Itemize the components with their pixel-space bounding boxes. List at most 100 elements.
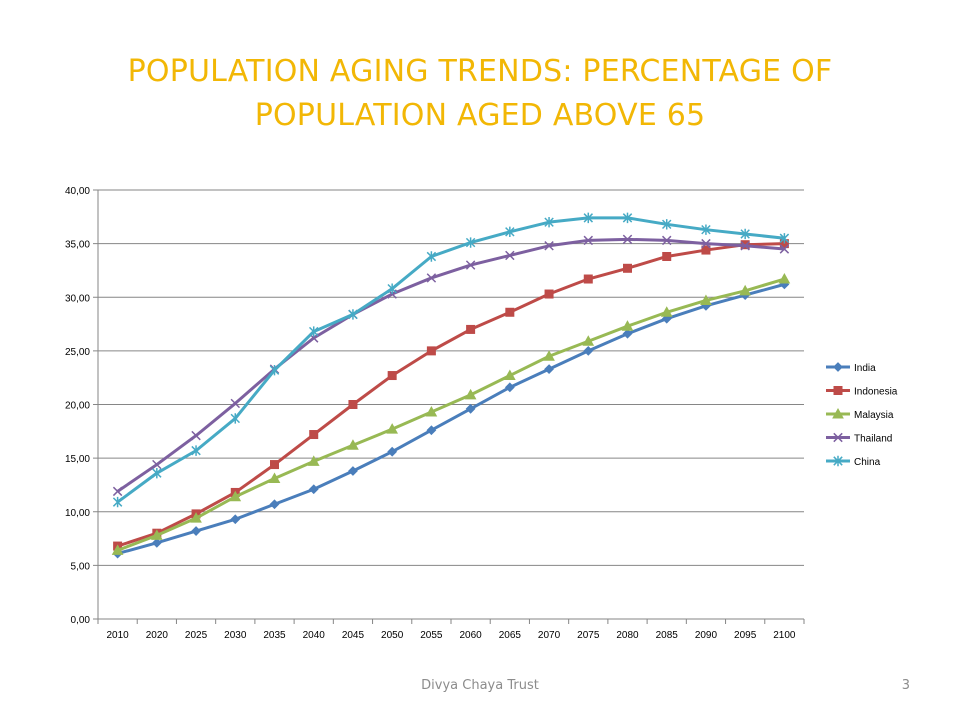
series-thailand (112, 234, 790, 497)
x-tick-label: 2055 (420, 630, 443, 641)
data-point (112, 496, 123, 508)
data-point (505, 226, 515, 238)
legend-item-thailand: Thailand (826, 432, 892, 445)
slide-title: POPULATION AGING TRENDS: PERCENTAGE OF P… (127, 54, 833, 133)
legend-item-china: China (826, 455, 881, 468)
x-tick-label: 2050 (381, 630, 404, 641)
data-point (661, 235, 672, 246)
data-point (544, 289, 554, 299)
data-point (309, 430, 319, 440)
data-point (464, 388, 477, 400)
series-china (112, 212, 790, 508)
data-point (230, 398, 241, 409)
data-point (583, 235, 594, 246)
data-point (269, 499, 280, 510)
x-tick-label: 2090 (695, 630, 718, 641)
legend-label: India (854, 363, 876, 374)
data-point (700, 294, 712, 305)
data-point (308, 326, 319, 337)
data-point (426, 251, 437, 262)
legend-label: Indonesia (854, 387, 898, 398)
data-point (387, 371, 397, 381)
data-point (779, 244, 790, 254)
data-point (661, 219, 672, 230)
x-tick-label: 2010 (106, 630, 129, 641)
data-point (583, 212, 594, 224)
data-point (544, 216, 554, 228)
data-point (191, 445, 201, 456)
x-tick-label: 2070 (538, 630, 561, 641)
data-point (778, 272, 791, 284)
data-point (701, 224, 711, 235)
data-point (740, 241, 750, 251)
y-tick-label: 30,00 (65, 293, 90, 304)
data-point (387, 446, 398, 457)
data-point (701, 245, 711, 255)
data-point (740, 228, 750, 240)
axes: 0,00 5,00 10,00 15,00 20,00 25,00 30,00 35,00 40… (65, 186, 805, 641)
data-point (622, 234, 633, 245)
y-tick-label: 20,00 (65, 401, 90, 412)
data-point (150, 529, 163, 540)
data-point (191, 430, 201, 441)
data-point (660, 306, 673, 317)
data-point (662, 251, 672, 261)
data-point (112, 486, 123, 497)
data-point (426, 346, 436, 356)
data-point (779, 233, 790, 244)
series-line (116, 216, 785, 504)
data-point (348, 400, 358, 409)
data-point (622, 212, 633, 224)
data-point (544, 364, 554, 375)
series-line (117, 242, 785, 548)
y-tick-label: 0,00 (71, 615, 91, 626)
data-point (505, 307, 515, 317)
data-point (269, 364, 280, 376)
series-malaysia (111, 272, 791, 555)
data-point (583, 274, 593, 284)
legend-label: Malaysia (854, 410, 894, 421)
series-line (117, 282, 785, 556)
data-point (465, 237, 476, 248)
data-point (152, 459, 162, 470)
x-tick-label: 2045 (342, 630, 365, 641)
y-tick-label: 15,00 (65, 454, 90, 465)
data-point (307, 455, 320, 466)
x-tick-label: 2040 (303, 630, 326, 641)
x-tick-label: 2065 (499, 630, 522, 641)
gridlines (98, 189, 804, 620)
x-tick-label: 2060 (459, 630, 482, 641)
data-point (543, 350, 555, 361)
x-tick-label: 2030 (224, 630, 247, 641)
data-point (230, 514, 241, 525)
data-point (426, 425, 437, 436)
data-point (623, 263, 632, 273)
y-tick-label: 10,00 (65, 508, 90, 519)
data-point (387, 283, 397, 294)
footer-text: Divya Chaya Trust (421, 678, 539, 693)
x-tick-label: 2020 (146, 630, 169, 641)
data-point (230, 413, 241, 424)
data-point (308, 484, 319, 495)
legend-marker (833, 432, 843, 443)
data-point (425, 405, 438, 417)
data-point (386, 423, 399, 434)
data-point (583, 345, 594, 356)
legend-marker (833, 455, 843, 467)
data-point (465, 403, 476, 414)
legend-marker (833, 386, 843, 395)
data-point (152, 467, 162, 479)
data-point (661, 313, 672, 324)
data-point (739, 284, 752, 296)
legend-item-india: India (826, 362, 876, 374)
data-point (111, 544, 124, 555)
y-tick-label: 40,00 (65, 186, 90, 197)
legend-item-indonesia: Indonesia (826, 386, 898, 398)
y-tick-label: 25,00 (65, 347, 90, 358)
series-line (116, 237, 785, 493)
series-indonesia (113, 239, 789, 551)
data-point (426, 273, 437, 283)
data-point (466, 324, 476, 334)
data-point (544, 241, 554, 251)
